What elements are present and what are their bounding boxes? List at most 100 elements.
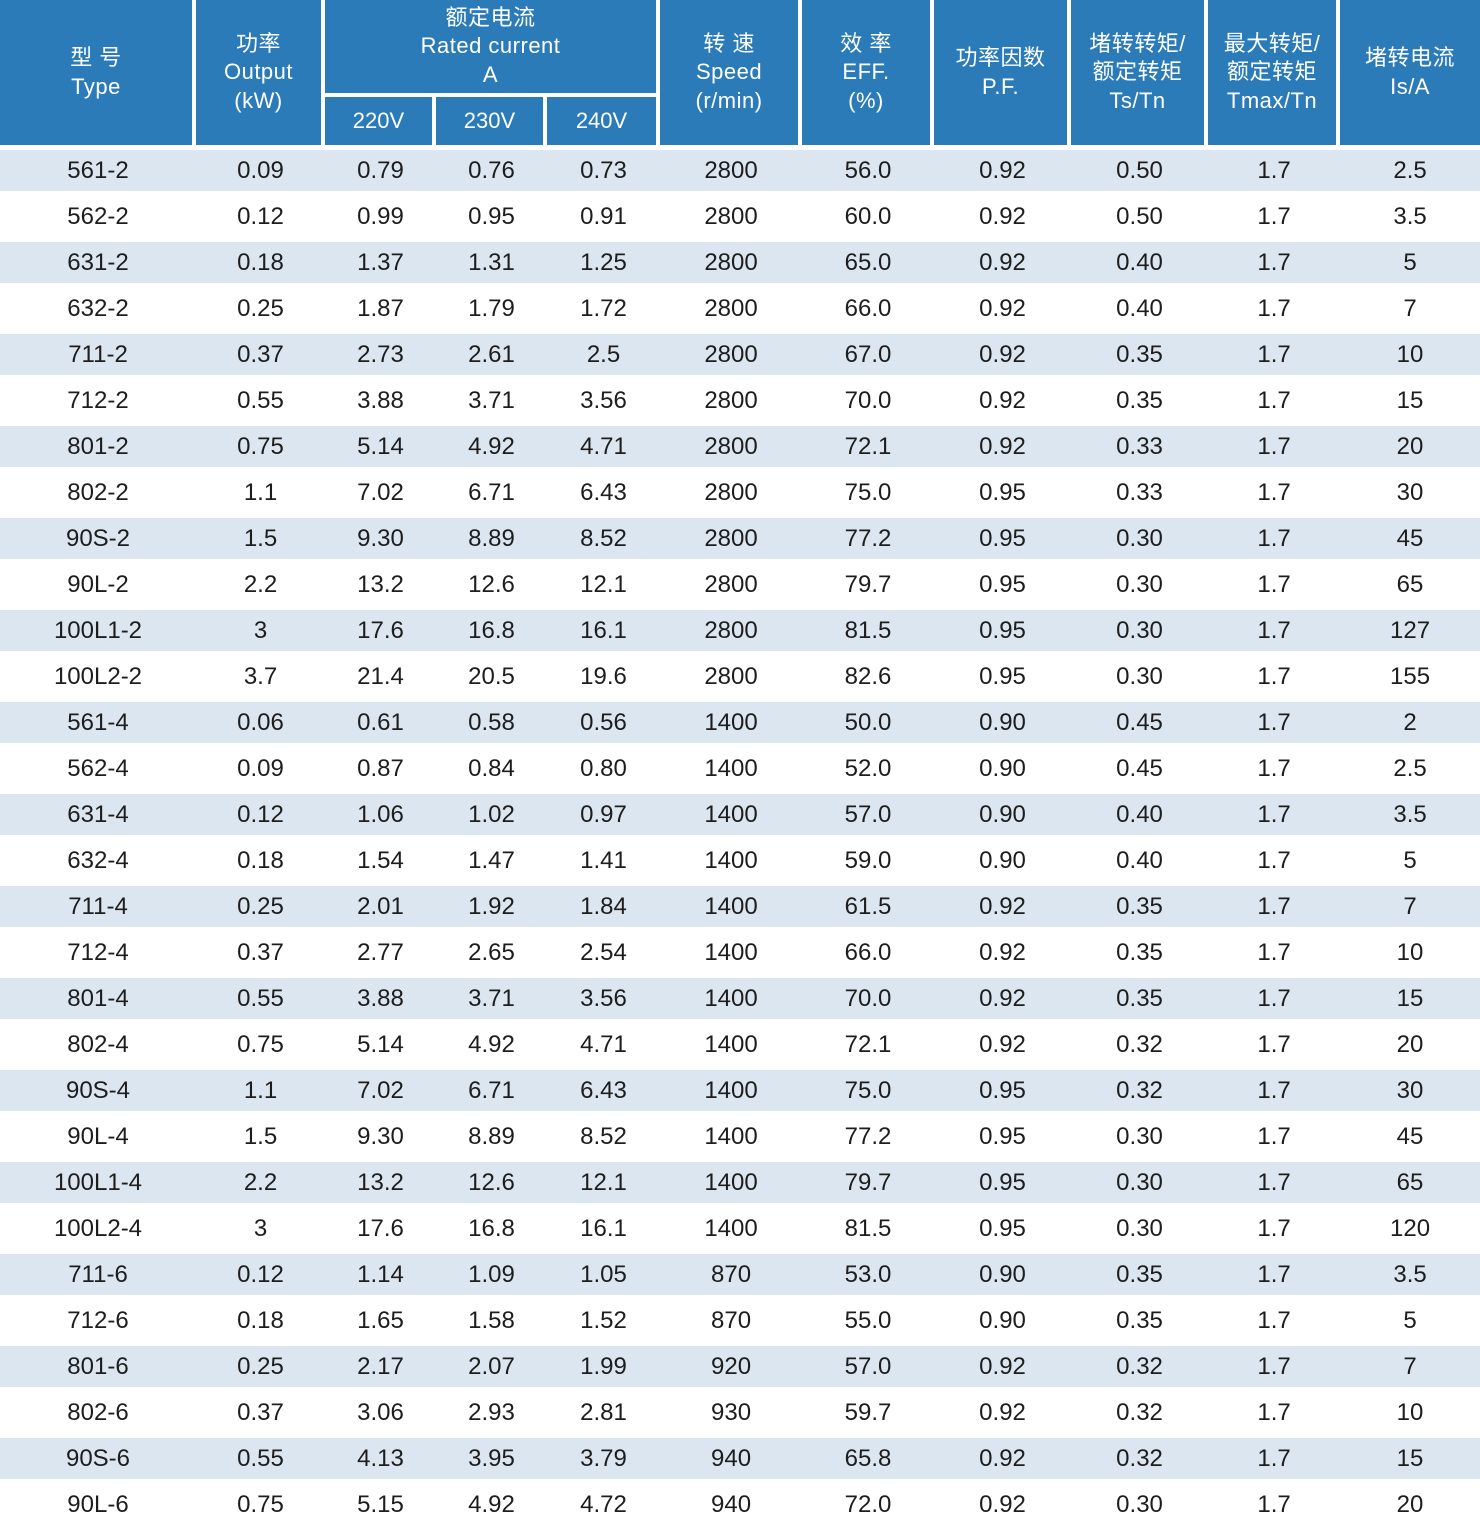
cell-current-230v: 1.02: [436, 789, 547, 835]
table-row: 711-6 0.12 1.14 1.09 1.05 870 53.0 0.90 0.35 1.7 3…: [0, 1249, 1480, 1295]
cell-output-kw: 1.1: [196, 467, 325, 513]
cell-tmax-tn: 1.7: [1208, 421, 1341, 467]
cell-eff: 50.0: [802, 697, 935, 743]
cell-current-240v: 6.43: [547, 467, 661, 513]
cell-type: 100L1-2: [0, 605, 196, 651]
cell-eff: 65.0: [802, 237, 935, 283]
cell-type: 801-6: [0, 1341, 196, 1387]
cell-is-a: 5: [1340, 835, 1480, 881]
cell-tmax-tn: 1.7: [1208, 1019, 1341, 1065]
cell-output-kw: 3.7: [196, 651, 325, 697]
cell-current-240v: 2.81: [547, 1387, 661, 1433]
cell-is-a: 2: [1340, 697, 1480, 743]
cell-current-230v: 1.31: [436, 237, 547, 283]
cell-tmax-tn: 1.7: [1208, 697, 1341, 743]
cell-current-230v: 2.93: [436, 1387, 547, 1433]
cell-speed: 920: [660, 1341, 803, 1387]
cell-output-kw: 0.25: [196, 881, 325, 927]
cell-output-kw: 0.55: [196, 375, 325, 421]
table-row: 631-4 0.12 1.06 1.02 0.97 1400 57.0 0.90 0.40 1.7…: [0, 789, 1480, 835]
cell-speed: 1400: [660, 835, 803, 881]
cell-eff: 70.0: [802, 375, 935, 421]
cell-eff: 75.0: [802, 467, 935, 513]
cell-current-230v: 0.76: [436, 145, 547, 191]
cell-speed: 2800: [660, 375, 803, 421]
cell-current-220v: 17.6: [325, 605, 436, 651]
cell-current-240v: 0.91: [547, 191, 661, 237]
table-row: 711-4 0.25 2.01 1.92 1.84 1400 61.5 0.92 0.35 1.7…: [0, 881, 1480, 927]
cell-ts-tn: 0.33: [1071, 421, 1209, 467]
table-row: 100L1-4 2.2 13.2 12.6 12.1 1400 79.7 0.95 0.30 1.…: [0, 1157, 1480, 1203]
cell-tmax-tn: 1.7: [1208, 1479, 1341, 1525]
cell-pf: 0.92: [934, 1019, 1072, 1065]
cell-pf: 0.90: [934, 1295, 1072, 1341]
cell-current-240v: 12.1: [547, 559, 661, 605]
cell-eff: 65.8: [802, 1433, 935, 1479]
cell-type: 802-6: [0, 1387, 196, 1433]
cell-tmax-tn: 1.7: [1208, 743, 1341, 789]
cell-is-a: 10: [1340, 329, 1480, 375]
cell-current-230v: 16.8: [436, 1203, 547, 1249]
cell-speed: 870: [660, 1249, 803, 1295]
cell-pf: 0.92: [934, 881, 1072, 927]
cell-speed: 2800: [660, 651, 803, 697]
col-header-tmax-tn-zh2: 额定转矩: [1227, 59, 1318, 85]
cell-ts-tn: 0.40: [1071, 283, 1209, 329]
cell-is-a: 30: [1340, 467, 1480, 513]
cell-tmax-tn: 1.7: [1208, 237, 1341, 283]
cell-tmax-tn: 1.7: [1208, 1111, 1341, 1157]
cell-current-220v: 0.87: [325, 743, 436, 789]
cell-tmax-tn: 1.7: [1208, 1295, 1341, 1341]
cell-current-230v: 8.89: [436, 1111, 547, 1157]
cell-is-a: 5: [1340, 237, 1480, 283]
cell-current-240v: 4.71: [547, 421, 661, 467]
cell-output-kw: 0.37: [196, 329, 325, 375]
cell-speed: 1400: [660, 743, 803, 789]
cell-output-kw: 0.25: [196, 283, 325, 329]
cell-output-kw: 3: [196, 1203, 325, 1249]
cell-type: 100L2-2: [0, 651, 196, 697]
cell-current-220v: 9.30: [325, 513, 436, 559]
cell-output-kw: 0.06: [196, 697, 325, 743]
cell-type: 90L-2: [0, 559, 196, 605]
cell-current-230v: 20.5: [436, 651, 547, 697]
col-header-type-zh: 型 号: [70, 45, 122, 71]
table-body: 561-2 0.09 0.79 0.76 0.73 2800 56.0 0.92 0.50 1.7…: [0, 145, 1480, 1525]
cell-current-230v: 4.92: [436, 1479, 547, 1525]
cell-pf: 0.92: [934, 1341, 1072, 1387]
cell-current-240v: 0.73: [547, 145, 661, 191]
col-header-speed: 转 速 Speed (r/min): [660, 0, 803, 145]
cell-current-220v: 3.88: [325, 973, 436, 1019]
cell-output-kw: 2.2: [196, 1157, 325, 1203]
cell-tmax-tn: 1.7: [1208, 605, 1341, 651]
col-header-tmax-tn-zh1: 最大转矩/: [1223, 31, 1321, 57]
cell-current-220v: 2.17: [325, 1341, 436, 1387]
cell-type: 632-2: [0, 283, 196, 329]
cell-current-230v: 4.92: [436, 421, 547, 467]
cell-output-kw: 0.55: [196, 973, 325, 1019]
cell-current-240v: 2.54: [547, 927, 661, 973]
cell-type: 712-4: [0, 927, 196, 973]
cell-pf: 0.95: [934, 1203, 1072, 1249]
cell-is-a: 20: [1340, 1019, 1480, 1065]
cell-output-kw: 0.18: [196, 1295, 325, 1341]
col-header-ts-tn-zh1: 堵转转矩/: [1089, 31, 1186, 57]
cell-ts-tn: 0.30: [1071, 651, 1209, 697]
cell-current-240v: 8.52: [547, 513, 661, 559]
cell-speed: 1400: [660, 789, 803, 835]
col-header-eff-zh: 效 率: [840, 31, 892, 57]
cell-ts-tn: 0.30: [1071, 559, 1209, 605]
cell-tmax-tn: 1.7: [1208, 651, 1341, 697]
cell-type: 712-6: [0, 1295, 196, 1341]
cell-current-240v: 8.52: [547, 1111, 661, 1157]
cell-type: 801-2: [0, 421, 196, 467]
cell-pf: 0.92: [934, 145, 1072, 191]
table-row: 712-4 0.37 2.77 2.65 2.54 1400 66.0 0.92 0.35 1.7…: [0, 927, 1480, 973]
cell-tmax-tn: 1.7: [1208, 329, 1341, 375]
cell-is-a: 3.5: [1340, 789, 1480, 835]
cell-current-220v: 5.15: [325, 1479, 436, 1525]
cell-tmax-tn: 1.7: [1208, 1341, 1341, 1387]
cell-is-a: 30: [1340, 1065, 1480, 1111]
cell-output-kw: 1.5: [196, 1111, 325, 1157]
